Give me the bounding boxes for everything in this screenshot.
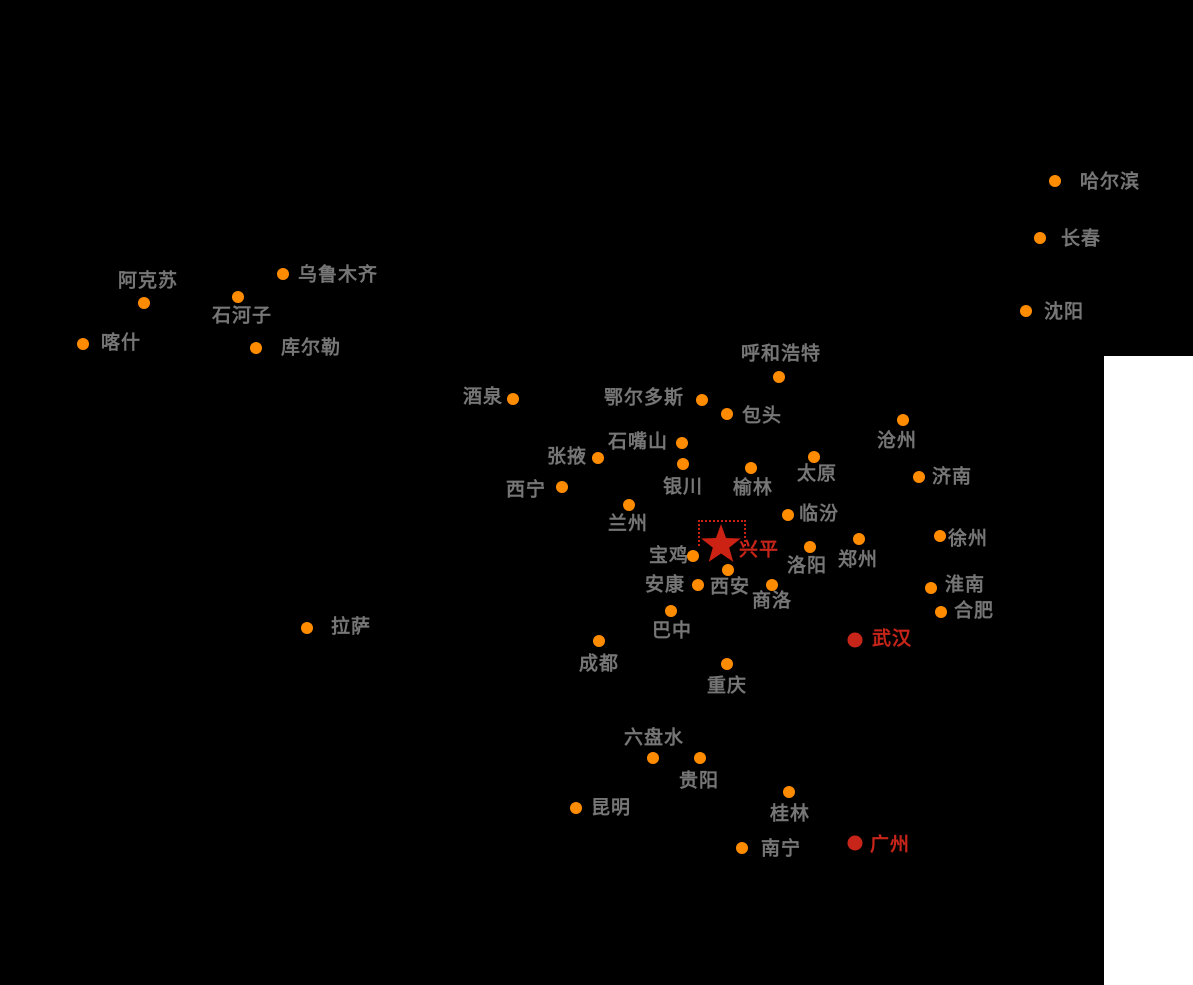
city-dot-icon[interactable] (722, 564, 734, 576)
city-dot-icon[interactable] (736, 842, 748, 854)
city-label: 洛阳 (786, 554, 828, 577)
city-label: 临汾 (798, 502, 840, 525)
city-label: 乌鲁木齐 (297, 263, 379, 286)
city-dot-icon[interactable] (677, 458, 689, 470)
city-dot-icon[interactable] (623, 499, 635, 511)
city-label: 南宁 (760, 837, 802, 860)
city-dot-icon[interactable] (301, 622, 313, 634)
city-label: 长春 (1060, 227, 1102, 250)
city-dot-icon[interactable] (592, 452, 604, 464)
city-dot-icon[interactable] (232, 291, 244, 303)
city-label: 西安 (709, 575, 751, 598)
city-label: 鄂尔多斯 (603, 386, 685, 409)
city-label: 济南 (931, 465, 973, 488)
city-label: 六盘水 (623, 726, 685, 749)
city-label: 合肥 (953, 599, 995, 622)
ripple-effect-icon (698, 520, 746, 546)
city-dot-icon[interactable] (782, 509, 794, 521)
city-dot-icon[interactable] (250, 342, 262, 354)
city-dot-icon[interactable] (853, 533, 865, 545)
city-label: 巴中 (651, 619, 693, 642)
city-dot-icon[interactable] (773, 371, 785, 383)
hub-label: 武汉 (871, 627, 913, 650)
city-dot-icon[interactable] (1034, 232, 1046, 244)
city-dot-icon[interactable] (665, 605, 677, 617)
city-label: 哈尔滨 (1079, 170, 1141, 193)
city-label: 呼和浩特 (740, 342, 822, 365)
city-dot-icon[interactable] (721, 658, 733, 670)
city-dot-icon[interactable] (913, 471, 925, 483)
city-dot-icon[interactable] (647, 752, 659, 764)
city-label: 沈阳 (1043, 300, 1085, 323)
city-dot-icon[interactable] (925, 582, 937, 594)
city-label: 张掖 (546, 445, 588, 468)
city-label: 郑州 (837, 548, 879, 571)
city-label: 昆明 (590, 796, 632, 819)
city-dot-icon[interactable] (1049, 175, 1061, 187)
city-dot-icon[interactable] (138, 297, 150, 309)
city-label: 拉萨 (330, 615, 372, 638)
city-label: 徐州 (947, 527, 989, 550)
city-label: 石嘴山 (607, 430, 669, 453)
city-dot-icon[interactable] (897, 414, 909, 426)
city-dot-icon[interactable] (808, 451, 820, 463)
city-label: 桂林 (769, 802, 811, 825)
city-label: 石河子 (211, 304, 273, 327)
hub-dot-icon[interactable] (847, 632, 863, 648)
city-dot-icon[interactable] (556, 481, 568, 493)
city-label: 银川 (662, 475, 704, 498)
city-label: 酒泉 (462, 385, 504, 408)
city-label: 西宁 (505, 478, 547, 501)
city-dot-icon[interactable] (277, 268, 289, 280)
city-dot-icon[interactable] (745, 462, 757, 474)
city-dot-icon[interactable] (593, 635, 605, 647)
city-dot-icon[interactable] (783, 786, 795, 798)
city-label: 库尔勒 (280, 336, 342, 359)
city-dot-icon[interactable] (804, 541, 816, 553)
city-dot-icon[interactable] (676, 437, 688, 449)
city-dot-icon[interactable] (77, 338, 89, 350)
city-label: 兰州 (607, 512, 649, 535)
hub-label: 广州 (869, 833, 911, 856)
city-dot-icon[interactable] (721, 408, 733, 420)
origin-star-icon[interactable] (700, 524, 742, 564)
city-dot-icon[interactable] (934, 530, 946, 542)
city-label: 榆林 (732, 476, 774, 499)
white-panel (1104, 356, 1193, 985)
city-label: 喀什 (100, 331, 142, 354)
city-label: 包头 (741, 404, 783, 427)
city-label: 淮南 (944, 573, 986, 596)
city-dot-icon[interactable] (692, 579, 704, 591)
city-label: 重庆 (706, 674, 748, 697)
city-label: 贵阳 (678, 769, 720, 792)
city-dot-icon[interactable] (1020, 305, 1032, 317)
city-dot-icon[interactable] (687, 550, 699, 562)
city-label: 商洛 (751, 589, 793, 612)
city-label: 沧州 (876, 429, 918, 452)
hub-dot-icon[interactable] (847, 835, 863, 851)
city-dot-icon[interactable] (694, 752, 706, 764)
city-dot-icon[interactable] (766, 579, 778, 591)
city-dot-icon[interactable] (935, 606, 947, 618)
origin-label: 兴平 (738, 538, 780, 561)
city-dot-icon[interactable] (570, 802, 582, 814)
city-label: 成都 (578, 652, 620, 675)
city-label: 宝鸡 (648, 544, 690, 567)
city-dot-icon[interactable] (507, 393, 519, 405)
city-dot-icon[interactable] (696, 394, 708, 406)
city-label: 阿克苏 (117, 269, 179, 292)
city-label: 安康 (644, 573, 686, 596)
city-label: 太原 (796, 462, 838, 485)
